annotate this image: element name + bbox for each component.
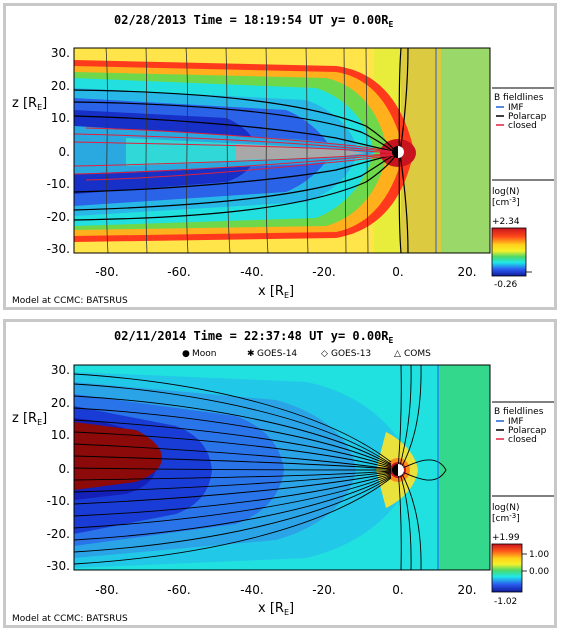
density-field [74, 48, 490, 253]
plot-svg-2013: 02/28/2013 Time = 18:19:54 UT y= 0.00RE [12, 13, 554, 306]
legend-heading: B fieldlines [494, 407, 544, 417]
y-tick-label: -20. [47, 210, 70, 224]
plot-panel-2014: 02/11/2014 Time = 22:37:48 UT y= 0.00RE … [3, 319, 557, 628]
chart-title: 02/28/2013 Time = 18:19:54 UT y= 0.00RE [114, 13, 394, 29]
marker-legend: ● Moon ✱ GOES-14 ◇ GOES-13 △ COMS [182, 349, 431, 359]
colorbar-tick-label: 0.00 [529, 567, 549, 577]
y-axis: 30. 20. 10. 0. -10. -20. -30. [47, 363, 70, 573]
y-tick-label: -30. [47, 559, 70, 573]
y-tick-label: -30. [47, 242, 70, 256]
x-tick-label: -40. [240, 583, 263, 597]
y-tick-label: 10. [51, 111, 70, 125]
x-tick-label: -20. [312, 583, 335, 597]
x-tick-label: -40. [240, 265, 263, 279]
y-axis-label: z [RE] [12, 96, 47, 112]
y-tick-label: 0. [59, 462, 70, 476]
legend-heading: B fieldlines [494, 93, 544, 103]
y-tick-label: 0. [59, 145, 70, 159]
y-tick-label: 20. [51, 396, 70, 410]
plot-frame [73, 47, 491, 254]
y-tick-label: -10. [47, 494, 70, 508]
colorbar-unit: [cm-3] [492, 512, 520, 524]
x-tick-label: -80. [95, 265, 118, 279]
x-axis: -80. -60. -40. -20. 0. 20. [95, 583, 476, 597]
colorbar-min-label: -0.26 [494, 280, 518, 290]
x-axis-label: x [RE] [258, 284, 294, 300]
fieldline-legend: B fieldlines IMF Polarcap closed [492, 87, 554, 181]
x-axis: -80. -60. -40. -20. 0. 20. [95, 265, 476, 279]
legend-entry-imf: IMF [508, 417, 524, 427]
plot-svg-2014: 02/11/2014 Time = 22:37:48 UT y= 0.00RE … [12, 329, 554, 624]
colorbar-gradient [491, 543, 523, 593]
x-tick-label: 20. [457, 265, 476, 279]
chart-title: 02/11/2014 Time = 22:37:48 UT y= 0.00RE [114, 329, 394, 345]
y-axis-label: z [RE] [12, 411, 47, 427]
legend-entry-closed: closed [508, 121, 537, 131]
marker-label-moon: Moon [192, 349, 216, 359]
triangle-icon: △ [394, 349, 401, 359]
y-tick-label: 30. [51, 363, 70, 377]
diamond-icon: ◇ [321, 349, 328, 359]
colorbar-label: log(N) [492, 187, 519, 197]
legend-entry-imf: IMF [508, 103, 524, 113]
x-tick-label: -60. [167, 583, 190, 597]
x-tick-label: -80. [95, 583, 118, 597]
x-tick-label: -60. [167, 265, 190, 279]
x-axis-label: x [RE] [258, 601, 294, 617]
colorbar: log(N) [cm-3] +2.34 -0.26 [491, 187, 532, 290]
fieldline-legend: B fieldlines IMF Polarcap closed [492, 401, 554, 497]
plot-frame [73, 364, 491, 571]
y-axis: 30. 20. 10. 0. -10. -20. -30. [47, 46, 70, 256]
x-tick-label: -20. [312, 265, 335, 279]
colorbar: log(N) [cm-3] +1.99 1.00 0.00 -1.02 [491, 503, 549, 607]
marker-label-coms: COMS [404, 349, 431, 359]
legend-entry-closed: closed [508, 435, 537, 445]
model-footer: Model at CCMC: BATSRUS [12, 296, 128, 306]
model-footer: Model at CCMC: BATSRUS [12, 614, 128, 624]
moon-icon: ● [182, 349, 190, 359]
colorbar-min-label: -1.02 [494, 597, 517, 607]
asterisk-icon: ✱ [247, 349, 255, 359]
marker-label-goes13: GOES-13 [331, 349, 371, 359]
colorbar-max-label: +1.99 [492, 533, 520, 543]
colorbar-gradient [491, 227, 527, 277]
colorbar-tick-label: 1.00 [529, 550, 549, 560]
x-tick-label: 0. [392, 583, 403, 597]
y-tick-label: 30. [51, 46, 70, 60]
x-tick-label: 20. [457, 583, 476, 597]
marker-label-goes14: GOES-14 [257, 349, 297, 359]
legend-entry-polarcap: Polarcap [508, 112, 547, 122]
plot-panel-2013: 02/28/2013 Time = 18:19:54 UT y= 0.00RE [3, 3, 557, 310]
colorbar-max-label: +2.34 [492, 217, 520, 227]
colorbar-unit: [cm-3] [492, 196, 520, 208]
colorbar-label: log(N) [492, 503, 519, 513]
y-tick-label: -20. [47, 527, 70, 541]
x-tick-label: 0. [392, 265, 403, 279]
y-tick-label: 10. [51, 428, 70, 442]
legend-entry-polarcap: Polarcap [508, 426, 547, 436]
y-tick-label: -10. [47, 177, 70, 191]
density-field [74, 365, 490, 570]
y-tick-label: 20. [51, 79, 70, 93]
